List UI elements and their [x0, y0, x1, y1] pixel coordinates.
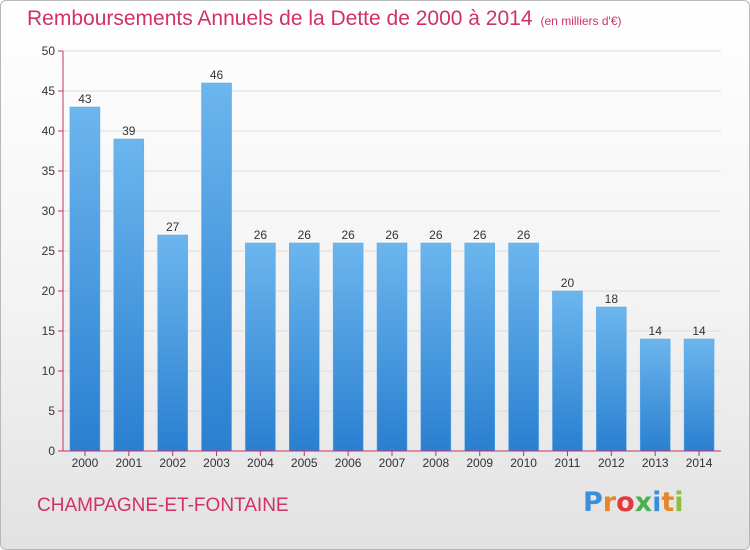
- x-tick-label: 2005: [291, 456, 318, 470]
- bar-value-label: 26: [429, 228, 443, 242]
- bar-2002: [157, 234, 188, 452]
- x-tick-label: 2000: [72, 456, 99, 470]
- bar-2000: [69, 106, 101, 452]
- axes: [58, 50, 721, 456]
- y-tick-label: 25: [42, 244, 56, 258]
- bar-2005: [289, 242, 320, 452]
- bar-value-label: 26: [254, 228, 268, 242]
- bars: [69, 82, 715, 452]
- logo-letter: o: [616, 487, 635, 518]
- chart-title-text: Remboursements Annuels de la Dette de 20…: [27, 7, 533, 30]
- proxiti-logo: Proxiti: [583, 487, 684, 518]
- x-tick-label: 2003: [203, 456, 230, 470]
- bar-2009: [464, 242, 495, 452]
- x-tick-label: 2010: [510, 456, 537, 470]
- y-tick-label: 35: [42, 164, 56, 178]
- bar-2004: [245, 242, 276, 452]
- x-tick-label: 2001: [115, 456, 142, 470]
- x-tick-label: 2011: [555, 456, 581, 470]
- chart-unit: (en milliers d'€): [540, 14, 622, 28]
- y-tick-label: 0: [48, 444, 55, 458]
- x-tick-label: 2014: [686, 456, 713, 470]
- y-tick-label: 5: [48, 404, 55, 418]
- y-tick-label: 50: [42, 44, 56, 58]
- bar-2006: [332, 242, 364, 452]
- y-tick-label: 45: [42, 84, 56, 98]
- x-tick-label: 2008: [423, 456, 450, 470]
- bar-value-label: 14: [649, 324, 663, 338]
- x-tick-label: 2002: [159, 456, 186, 470]
- bar-2014: [683, 338, 715, 452]
- logo-letter: P: [583, 487, 603, 518]
- bar-2003: [201, 82, 232, 452]
- labels: 0 5 10 15 20 25 30 35 40 45 50 43 2000 39 2001 27 2002 46…: [42, 44, 713, 470]
- bar-value-label: 26: [473, 228, 487, 242]
- x-tick-label: 2009: [466, 456, 493, 470]
- bar-value-label: 26: [298, 228, 312, 242]
- bar-value-label: 43: [78, 92, 92, 106]
- bar-2011: [552, 290, 583, 452]
- bar-2001: [113, 138, 145, 452]
- bar-2013: [639, 338, 671, 452]
- chart-title: Remboursements Annuels de la Dette de 20…: [27, 7, 622, 31]
- y-tick-label: 15: [42, 324, 56, 338]
- bar-2008: [420, 242, 452, 452]
- bar-value-label: 46: [210, 68, 224, 82]
- bar-value-label: 27: [166, 220, 180, 234]
- bar-value-label: 26: [341, 228, 355, 242]
- x-tick-label: 2006: [335, 456, 362, 470]
- logo-letter: x: [634, 487, 653, 518]
- y-tick-label: 20: [42, 284, 56, 298]
- y-tick-label: 40: [42, 124, 56, 138]
- logo-letter: i: [652, 487, 662, 518]
- bar-2010: [508, 242, 539, 452]
- bar-2007: [376, 242, 408, 452]
- logo-letter: t: [661, 487, 675, 518]
- y-tick-label: 30: [42, 204, 56, 218]
- bar-value-label: 26: [517, 228, 531, 242]
- x-tick-label: 2013: [642, 456, 669, 470]
- bar-value-label: 20: [561, 276, 575, 290]
- bar-2012: [596, 306, 627, 452]
- y-tick-label: 10: [42, 364, 56, 378]
- x-tick-label: 2007: [379, 456, 406, 470]
- commune-name: CHAMPAGNE-ET-FONTAINE: [37, 495, 289, 516]
- x-tick-label: 2004: [247, 456, 274, 470]
- bar-value-label: 26: [385, 228, 399, 242]
- bar-value-label: 18: [605, 292, 619, 306]
- logo-letter: i: [674, 487, 684, 518]
- bar-value-label: 39: [122, 124, 136, 138]
- x-tick-label: 2012: [598, 456, 625, 470]
- logo-letter: r: [602, 487, 617, 518]
- bar-value-label: 14: [692, 324, 706, 338]
